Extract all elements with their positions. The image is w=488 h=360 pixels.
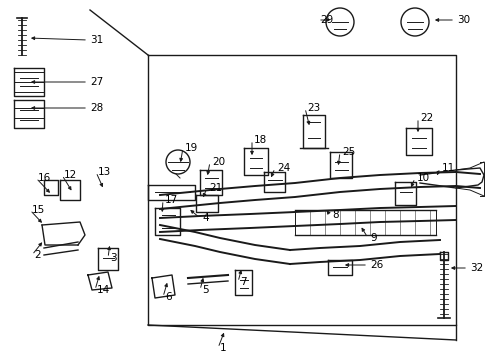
Text: 28: 28 bbox=[90, 103, 103, 113]
Text: 30: 30 bbox=[456, 15, 469, 25]
Text: 2: 2 bbox=[34, 250, 41, 260]
Text: 27: 27 bbox=[90, 77, 103, 87]
Text: 21: 21 bbox=[208, 183, 222, 193]
Text: 14: 14 bbox=[97, 285, 110, 295]
Text: 29: 29 bbox=[319, 15, 332, 25]
Text: 26: 26 bbox=[369, 260, 383, 270]
Text: 20: 20 bbox=[212, 157, 224, 167]
Text: 3: 3 bbox=[110, 253, 116, 263]
Text: 19: 19 bbox=[184, 143, 198, 153]
Text: 31: 31 bbox=[90, 35, 103, 45]
Text: 10: 10 bbox=[416, 173, 429, 183]
Text: 15: 15 bbox=[32, 205, 45, 215]
Text: 9: 9 bbox=[369, 233, 376, 243]
Text: 8: 8 bbox=[331, 210, 338, 220]
Text: 5: 5 bbox=[202, 285, 208, 295]
Text: 1: 1 bbox=[220, 343, 226, 353]
Text: 18: 18 bbox=[253, 135, 267, 145]
Text: 24: 24 bbox=[276, 163, 290, 173]
Text: 11: 11 bbox=[441, 163, 454, 173]
Text: 23: 23 bbox=[306, 103, 320, 113]
Text: 25: 25 bbox=[341, 147, 354, 157]
Text: 6: 6 bbox=[164, 292, 171, 302]
Text: 17: 17 bbox=[164, 195, 178, 205]
Text: 4: 4 bbox=[202, 213, 208, 223]
Text: 13: 13 bbox=[98, 167, 111, 177]
Text: 22: 22 bbox=[419, 113, 432, 123]
Text: 12: 12 bbox=[64, 170, 77, 180]
Text: 7: 7 bbox=[240, 277, 246, 287]
Text: 16: 16 bbox=[38, 173, 51, 183]
Text: 32: 32 bbox=[469, 263, 482, 273]
